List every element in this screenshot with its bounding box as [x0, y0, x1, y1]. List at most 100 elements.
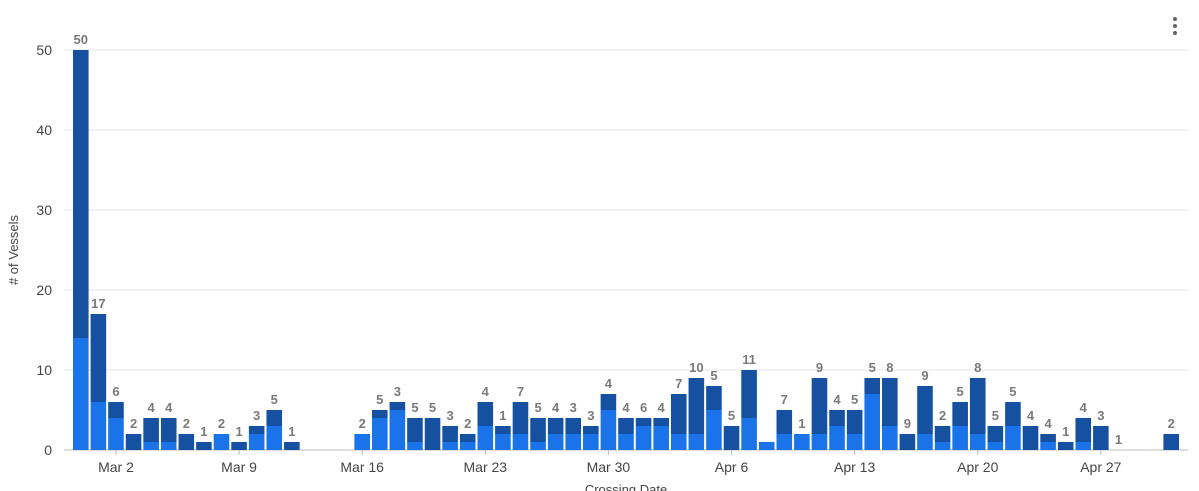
bar-segment-secondary — [284, 442, 300, 450]
bar-segment-secondary — [1163, 434, 1179, 450]
bar-segment-primary — [600, 410, 617, 450]
bar-segment-primary — [442, 442, 458, 450]
bar-segment-secondary — [125, 434, 142, 450]
bar-segment-secondary — [389, 402, 406, 410]
bar-segment-secondary — [934, 426, 951, 442]
bar-segment-secondary — [706, 386, 722, 410]
x-tick-label: Apr 6 — [715, 459, 749, 475]
bar-segment-primary — [758, 442, 775, 450]
bar-data-label: 7 — [517, 384, 524, 399]
bar-segment-primary — [846, 434, 863, 450]
bar-segment-primary — [547, 434, 564, 450]
bar-segment-secondary — [952, 402, 968, 426]
bar-segment-primary — [1005, 426, 1021, 450]
bar-data-label: 2 — [130, 416, 137, 431]
bar-data-label: 5 — [1009, 384, 1016, 399]
bar-data-label: 4 — [1027, 408, 1035, 423]
bar-segment-secondary — [477, 402, 494, 426]
bar-segment-primary — [969, 434, 986, 450]
bar-segment-secondary — [829, 410, 845, 426]
bar-segment-primary — [934, 442, 951, 450]
bar-data-label: 3 — [570, 400, 577, 415]
x-tick-label: Mar 16 — [340, 459, 384, 475]
bar-data-label: 1 — [1062, 424, 1069, 439]
bar-data-label: 6 — [112, 384, 119, 399]
bar-segment-primary — [882, 426, 898, 450]
bar-data-label: 5 — [869, 360, 876, 375]
bar-segment-secondary — [90, 314, 107, 402]
y-tick-label: 30 — [36, 202, 52, 218]
bar-segment-secondary — [741, 370, 757, 418]
bar-data-label: 9 — [904, 416, 911, 431]
x-tick-label: Apr 27 — [1080, 459, 1121, 475]
bar-data-label: 4 — [833, 392, 841, 407]
bar-segment-secondary — [495, 426, 511, 434]
bar-segment-secondary — [248, 426, 265, 434]
bar-data-label: 1 — [200, 424, 207, 439]
bar-segment-primary — [530, 442, 546, 450]
bar-data-label: 7 — [781, 392, 788, 407]
y-tick-label: 20 — [36, 282, 52, 298]
bar-data-label: 4 — [1080, 400, 1088, 415]
bar-segment-primary — [160, 442, 177, 450]
bar-segment-primary — [987, 442, 1004, 450]
bar-data-label: 3 — [253, 408, 260, 423]
bar-data-label: 4 — [165, 400, 173, 415]
bar-segment-secondary — [530, 418, 546, 442]
bar-data-label: 1 — [798, 416, 805, 431]
bar-segment-secondary — [178, 434, 195, 450]
bar-segment-secondary — [969, 378, 986, 434]
bar-segment-secondary — [143, 418, 159, 442]
bar-segment-secondary — [776, 410, 793, 434]
more-vert-icon-dot — [1173, 24, 1177, 28]
bar-segment-primary — [354, 434, 370, 450]
bar-segment-secondary — [1040, 434, 1056, 442]
bar-data-label: 4 — [1044, 416, 1052, 431]
bar-data-label: 3 — [394, 384, 401, 399]
bar-data-label: 6 — [640, 400, 647, 415]
x-tick-label: Mar 2 — [98, 459, 134, 475]
bar-data-label: 2 — [359, 416, 366, 431]
bar-segment-secondary — [987, 426, 1004, 442]
bar-data-label: 4 — [658, 400, 666, 415]
bar-data-label: 1 — [235, 424, 242, 439]
bar-data-label: 5 — [376, 392, 383, 407]
bar-data-label: 5 — [992, 408, 999, 423]
bar-segment-secondary — [424, 418, 441, 450]
x-tick-label: Mar 9 — [221, 459, 257, 475]
bar-segment-secondary — [670, 394, 687, 434]
bar-data-label: 7 — [675, 376, 682, 391]
bar-segment-primary — [266, 426, 283, 450]
bar-data-label: 4 — [622, 400, 630, 415]
bar-data-label: 5 — [271, 392, 278, 407]
bar-segment-secondary — [512, 402, 529, 434]
bar-segment-primary — [829, 426, 845, 450]
bar-segment-primary — [952, 426, 968, 450]
bar-segment-secondary — [1005, 402, 1021, 426]
bar-segment-secondary — [108, 402, 124, 418]
bar-segment-primary — [371, 418, 388, 450]
bar-segment-primary — [143, 442, 159, 450]
x-axis-title: Crossing Date — [585, 482, 667, 491]
bar-data-label: 5 — [728, 408, 735, 423]
bar-segment-primary — [583, 434, 599, 450]
bar-data-label: 50 — [74, 32, 88, 47]
bar-segment-primary — [1075, 442, 1092, 450]
bar-segment-secondary — [917, 386, 933, 434]
bar-segment-secondary — [723, 426, 740, 450]
bar-segment-secondary — [371, 410, 388, 418]
bar-data-label: 10 — [689, 360, 703, 375]
bar-segment-primary — [706, 410, 722, 450]
bar-segment-primary — [794, 434, 810, 450]
bar-segment-primary — [776, 434, 793, 450]
bar-segment-secondary — [231, 442, 247, 450]
bar-segment-primary — [213, 434, 230, 450]
bar-segment-primary — [248, 434, 265, 450]
more-options-button[interactable] — [1163, 12, 1187, 40]
x-tick-label: Mar 23 — [464, 459, 508, 475]
bar-segment-secondary — [688, 378, 705, 434]
bar-data-label: 3 — [1097, 408, 1104, 423]
bar-data-label: 3 — [447, 408, 454, 423]
bar-data-label: 17 — [91, 296, 105, 311]
